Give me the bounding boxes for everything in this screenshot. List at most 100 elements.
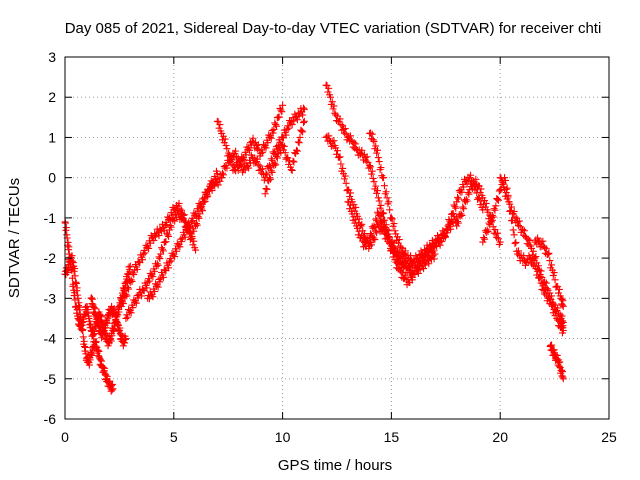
data-point: [482, 199, 490, 207]
data-point: [377, 164, 385, 172]
data-point: [374, 194, 382, 202]
data-point: [341, 172, 349, 180]
series-arc-a: [61, 218, 134, 350]
data-point: [293, 116, 301, 124]
data-point: [196, 202, 204, 210]
data-point: [299, 104, 307, 112]
data-point: [171, 217, 179, 225]
data-point: [400, 274, 408, 282]
data-point: [409, 270, 417, 278]
data-point: [391, 227, 399, 235]
data-point: [496, 238, 504, 246]
data-point: [176, 243, 184, 251]
data-point: [335, 154, 343, 162]
data-point: [244, 146, 252, 154]
data-point: [544, 250, 552, 258]
data-point: [524, 259, 532, 267]
data-point: [139, 250, 147, 258]
data-point: [521, 227, 529, 235]
data-point: [373, 146, 381, 154]
data-point: [191, 211, 199, 219]
data-point: [216, 121, 224, 129]
data-point: [219, 171, 227, 179]
data-point: [271, 119, 279, 127]
data-point: [390, 249, 398, 257]
data-point: [493, 234, 501, 242]
data-point: [358, 232, 366, 240]
data-point: [285, 124, 293, 132]
data-point: [524, 235, 532, 243]
data-point: [165, 264, 173, 272]
data-point: [147, 291, 155, 299]
data-point: [559, 302, 567, 310]
data-point: [400, 262, 408, 270]
series-arc-n: [453, 175, 504, 248]
data-point: [277, 106, 285, 114]
data-point: [108, 332, 116, 340]
data-point: [337, 121, 345, 129]
data-point: [326, 93, 334, 101]
data-point: [192, 246, 200, 254]
data-point: [192, 212, 200, 220]
series-arc-b: [61, 252, 117, 395]
data-point: [74, 294, 82, 302]
data-point: [459, 203, 467, 211]
data-point: [341, 125, 349, 133]
data-point: [369, 174, 377, 182]
series-arc-r: [546, 341, 567, 383]
data-point: [125, 285, 133, 293]
data-point: [234, 166, 242, 174]
data-point: [158, 244, 166, 252]
data-point: [122, 335, 130, 343]
data-point: [510, 207, 518, 215]
data-point: [509, 226, 517, 234]
data-point: [367, 129, 375, 137]
data-point: [373, 229, 381, 237]
data-point: [401, 247, 409, 255]
data-point: [492, 202, 500, 210]
data-point: [380, 216, 388, 224]
data-point: [299, 111, 307, 119]
data-point: [167, 223, 175, 231]
data-point: [333, 147, 341, 155]
data-point: [300, 117, 308, 125]
data-point: [382, 226, 390, 234]
data-point: [346, 201, 354, 209]
data-point: [127, 276, 135, 284]
data-point: [260, 143, 268, 151]
y-tick-label: -2: [44, 250, 57, 266]
data-point: [494, 195, 502, 203]
data-point: [131, 298, 139, 306]
data-point: [542, 245, 550, 253]
data-point: [88, 351, 96, 359]
data-point: [515, 217, 523, 225]
data-point: [282, 155, 290, 163]
data-point: [360, 238, 368, 246]
y-tick-label: -1: [44, 210, 57, 226]
data-point: [367, 231, 375, 239]
data-point: [477, 185, 485, 193]
data-point: [531, 254, 539, 262]
data-point: [367, 230, 375, 238]
data-point: [188, 232, 196, 240]
data-point: [294, 138, 302, 146]
data-point: [429, 244, 437, 252]
data-point: [387, 214, 395, 222]
data-point: [143, 284, 151, 292]
data-point: [364, 158, 372, 166]
data-point: [101, 324, 109, 332]
data-point: [85, 361, 93, 369]
data-point: [486, 221, 494, 229]
x-tick-label: 10: [275, 429, 291, 445]
data-point: [211, 182, 219, 190]
data-point: [481, 235, 489, 243]
data-point: [268, 168, 276, 176]
data-point: [257, 166, 265, 174]
data-point: [539, 237, 547, 245]
data-point: [267, 167, 275, 175]
data-point: [199, 197, 207, 205]
data-point: [86, 356, 94, 364]
data-point: [458, 188, 466, 196]
data-point: [409, 258, 417, 266]
data-point: [190, 237, 198, 245]
